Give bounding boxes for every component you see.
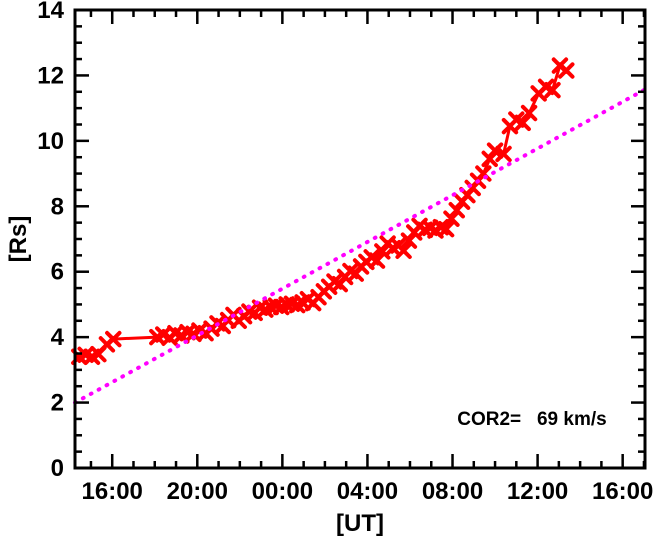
y-tick-label: 4 — [51, 324, 65, 351]
y-tick-label: 6 — [51, 259, 64, 286]
data-point-marker — [514, 114, 531, 132]
y-axis-title: [Rs] — [5, 216, 32, 263]
y-tick-label: 12 — [37, 62, 64, 89]
data-line — [78, 64, 568, 359]
x-axis-title: [UT] — [336, 510, 384, 537]
velocity-annotation: COR2= 69 km/s — [457, 409, 606, 430]
plot-frame — [73, 8, 647, 470]
data-point-marker — [558, 62, 575, 79]
x-tick-label: 12:00 — [507, 478, 568, 505]
x-tick-label: 16:00 — [592, 478, 653, 505]
x-tick-label: 20:00 — [167, 478, 228, 505]
data-point-marker — [448, 202, 465, 219]
data-point-marker — [400, 232, 418, 249]
data-point-marker — [520, 104, 538, 122]
data-point-marker — [443, 210, 460, 227]
x-tick-label: 16:00 — [82, 478, 143, 505]
data-point-marker — [481, 150, 498, 168]
data-layer — [71, 57, 647, 405]
data-point-marker — [437, 220, 455, 238]
x-tick-label: 08:00 — [422, 478, 483, 505]
data-point-marker — [368, 252, 386, 269]
x-tick-label: 04:00 — [337, 478, 398, 505]
data-point-marker — [395, 242, 412, 259]
y-tick-label: 0 — [51, 455, 64, 482]
data-point-marker — [105, 330, 122, 348]
data-point-marker — [544, 81, 561, 99]
y-tick-label: 14 — [37, 0, 64, 24]
data-point-marker — [495, 145, 512, 163]
y-tick-label: 10 — [37, 128, 64, 155]
y-tick-label: 2 — [51, 390, 64, 417]
data-point-marker — [486, 142, 504, 159]
fit-line — [73, 87, 647, 405]
axes-layer: 16:00 20:00 00:00 04:00 08:00 12:00 16:00 0 2 4 6 8… — [37, 0, 653, 505]
x-tick-label: 00:00 — [252, 478, 313, 505]
y-tick-label: 8 — [51, 193, 64, 220]
